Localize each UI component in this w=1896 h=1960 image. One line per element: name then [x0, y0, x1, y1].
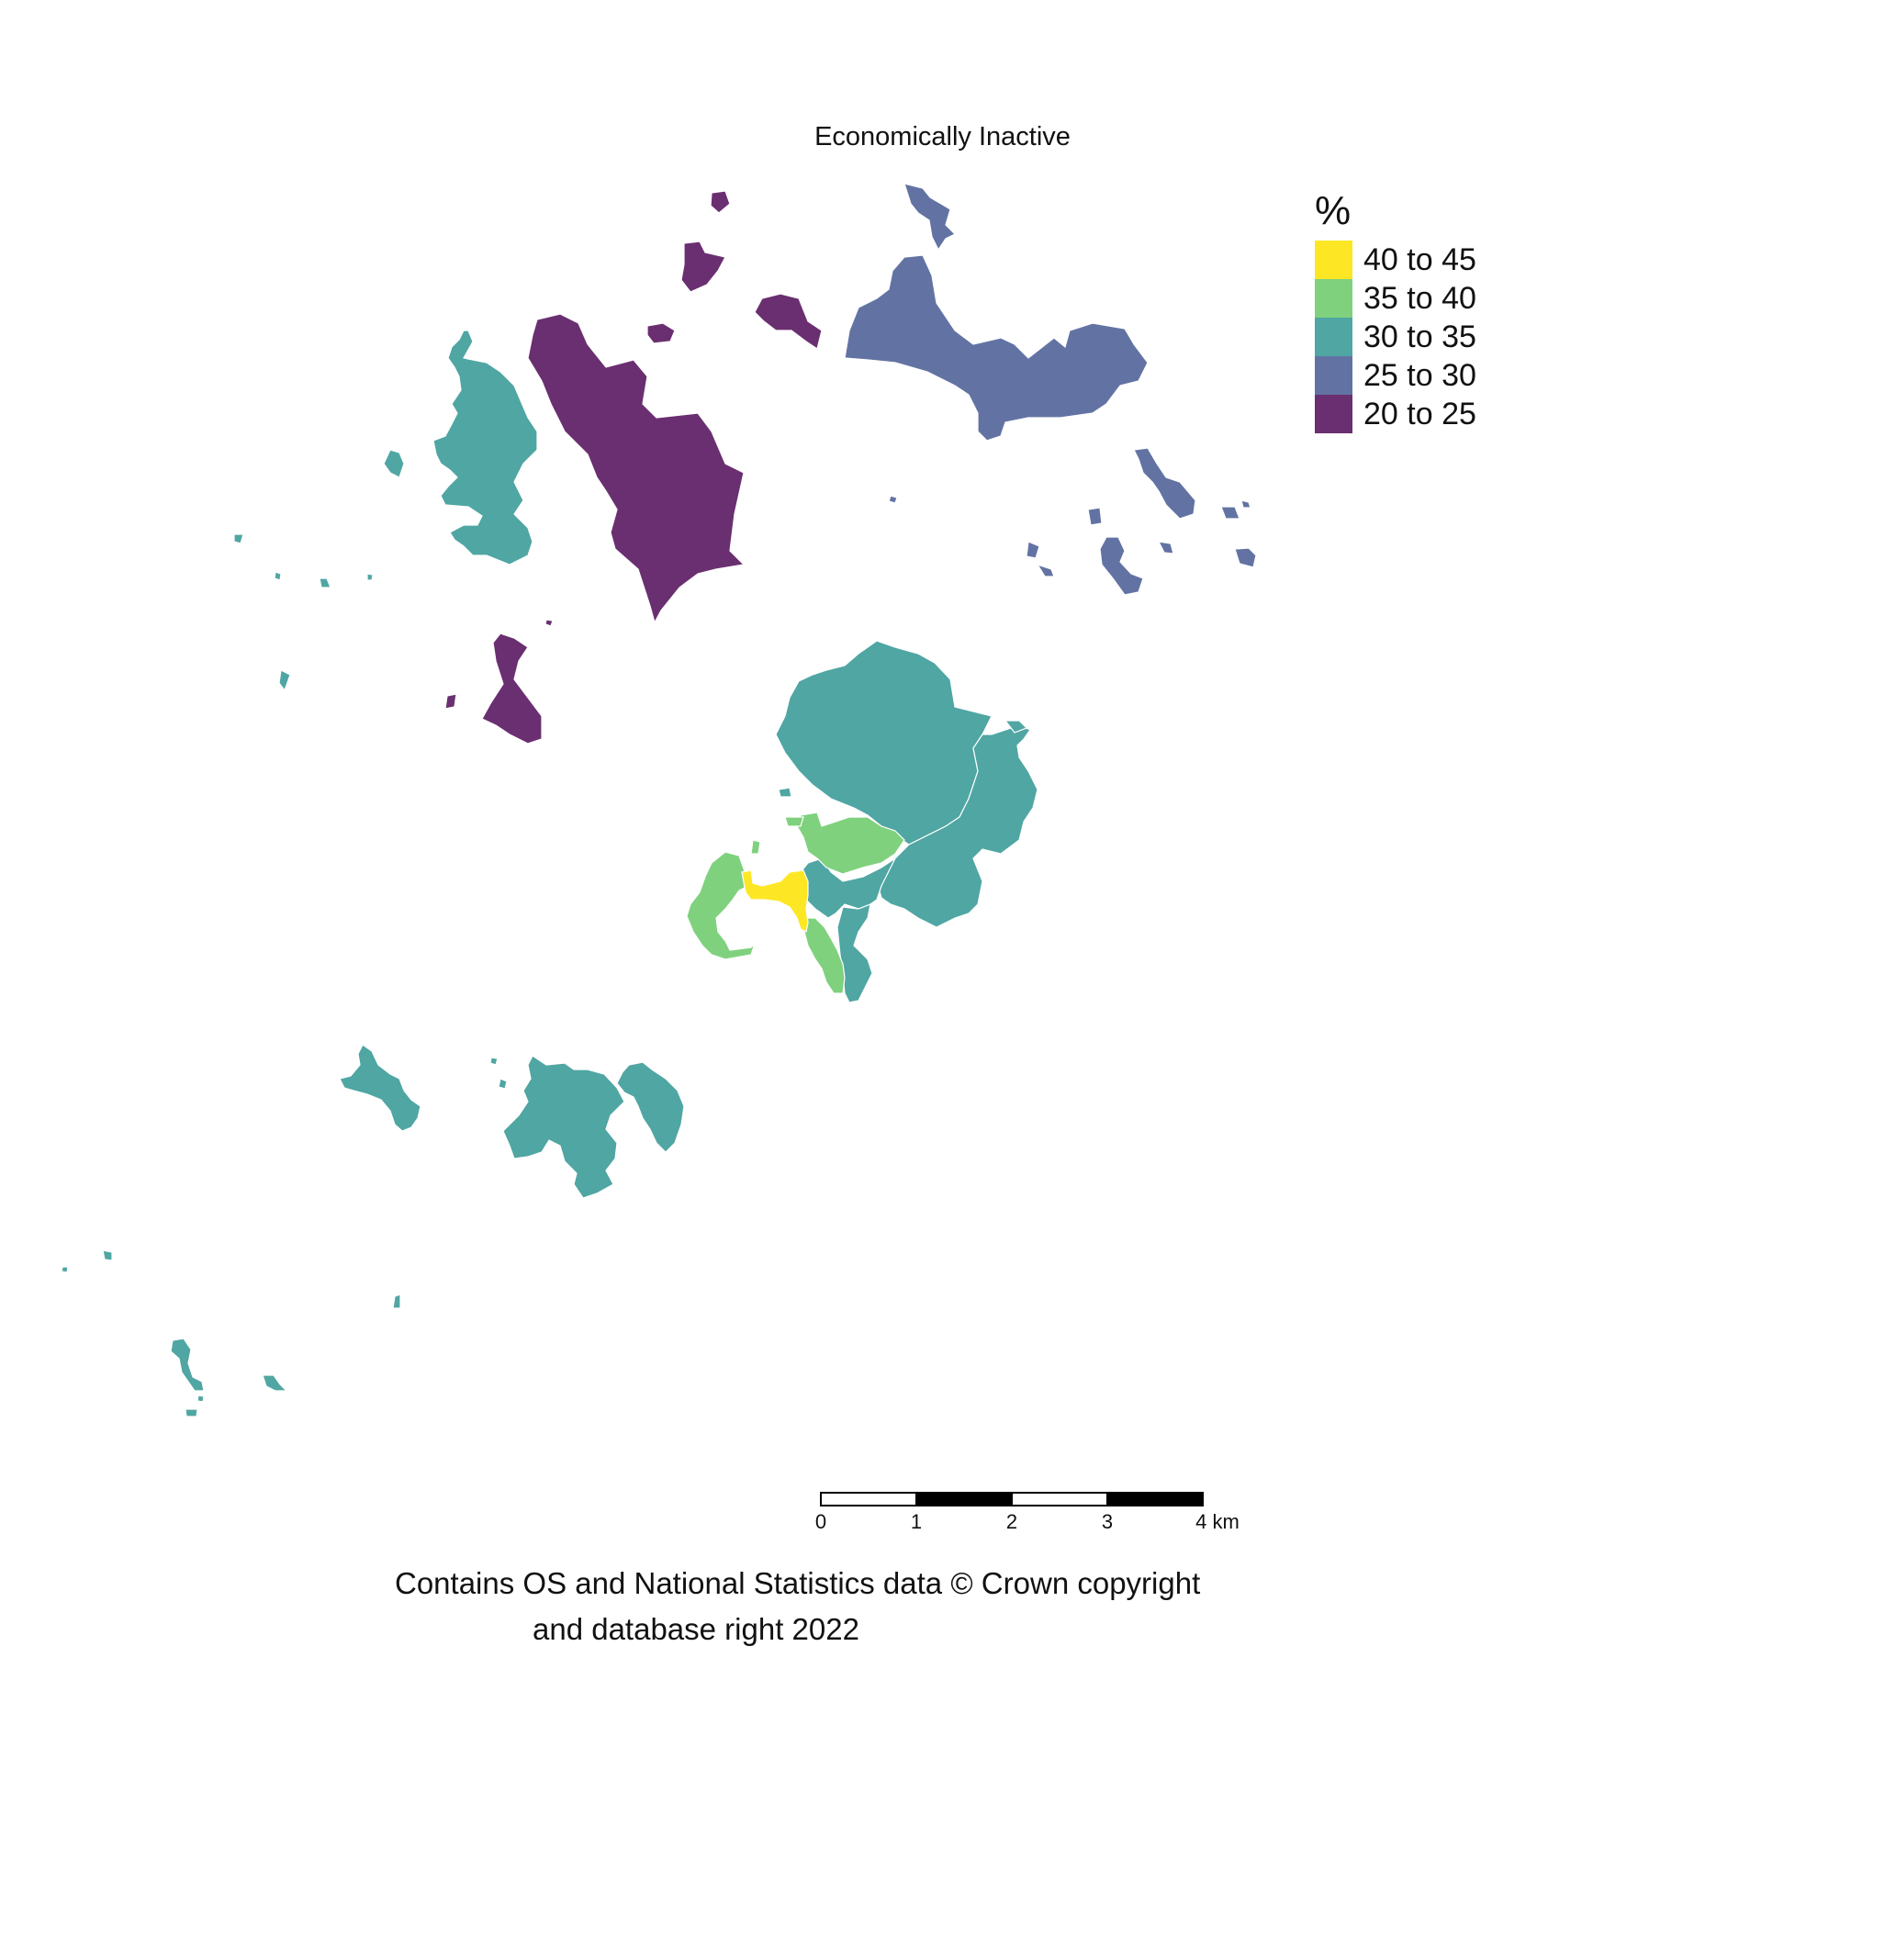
region-northwest-islet	[680, 241, 726, 293]
region-western-rocks-1	[102, 1249, 113, 1261]
region-tresco	[527, 313, 746, 624]
region-porthloo	[803, 917, 846, 994]
region-western-rocks-2	[61, 1266, 69, 1273]
region-eastern-isle-10	[888, 495, 898, 504]
region-bryher-islet-1	[383, 449, 405, 478]
region-st-marys-islet	[1004, 720, 1028, 734]
region-bryher-islet-3	[274, 571, 282, 581]
region-samson-dot	[544, 619, 554, 627]
region-st-marys-islet-2	[778, 787, 792, 798]
scale-tick-label: 1	[910, 1510, 923, 1533]
legend-item: 20 to 25	[1315, 395, 1476, 433]
legend: % 40 to 45 35 to 40 30 to 35 25 to 30 20…	[1315, 191, 1476, 433]
region-st-martins-north	[903, 183, 957, 252]
region-western-rocks-5	[262, 1374, 288, 1392]
region-eastern-isle-2	[1087, 507, 1103, 526]
credit-line-1: Contains OS and National Statistics data…	[395, 1566, 1201, 1600]
map-title: Economically Inactive	[814, 122, 1071, 151]
attribution-credit: Contains OS and National Statistics data…	[395, 1561, 1200, 1652]
region-eastern-isle-8	[1026, 541, 1040, 559]
region-samson	[481, 633, 543, 745]
region-st-martins	[844, 254, 1149, 442]
legend-swatch	[1315, 395, 1352, 433]
regions-25-to-30	[844, 183, 1257, 596]
region-annet-islet-1	[489, 1057, 499, 1066]
scale-tick-label: 0	[814, 1510, 827, 1533]
regions-20-to-25	[444, 190, 823, 745]
legend-item: 40 to 45	[1315, 241, 1476, 279]
region-bryher	[432, 330, 538, 566]
legend-swatch	[1315, 356, 1352, 395]
legend-title: %	[1315, 188, 1352, 233]
region-eastern-isle-7	[1234, 547, 1257, 568]
region-eastern-isle-9	[1036, 563, 1055, 577]
region-western-rocks-6	[185, 1408, 198, 1417]
legend-item: 25 to 30	[1315, 356, 1476, 395]
region-northern-ledge	[754, 293, 823, 350]
region-eastern-isle-6	[1240, 499, 1251, 509]
region-gugh	[616, 1061, 685, 1153]
region-eastern-isle-5	[1220, 506, 1240, 520]
credit-line-2: and database right 2022	[533, 1612, 859, 1646]
legend-label: 30 to 35	[1363, 319, 1476, 354]
region-garrison-islet	[750, 839, 761, 855]
region-garrison	[686, 851, 756, 960]
region-st-agnes	[502, 1055, 625, 1199]
region-north-islet-small	[710, 190, 731, 214]
region-western-rocks-7	[196, 1394, 205, 1403]
region-hugh-town	[741, 869, 809, 933]
region-annet	[339, 1044, 421, 1132]
scale-tick-label: 3	[1101, 1510, 1114, 1533]
region-round-island	[646, 322, 676, 344]
legend-label: 25 to 30	[1363, 358, 1476, 393]
region-eastern-isle-3	[1099, 536, 1144, 596]
region-bryher-islet-4	[319, 577, 331, 588]
legend-swatch	[1315, 318, 1352, 356]
region-bryher-islet-2	[233, 533, 244, 544]
region-old-town	[796, 812, 905, 875]
regions-30-to-35	[61, 330, 1038, 1417]
regions-40-to-45	[741, 869, 809, 933]
region-annet-islet-2	[498, 1078, 508, 1090]
legend-item: 30 to 35	[1315, 318, 1476, 356]
region-eastern-isle-1	[1133, 447, 1196, 520]
region-st-marys-east	[876, 724, 1038, 928]
regions-35-to-40	[686, 812, 905, 994]
region-bryher-islet-6	[278, 669, 291, 692]
legend-swatch	[1315, 279, 1352, 318]
region-western-rocks-3	[392, 1294, 401, 1309]
region-old-town-west	[784, 816, 804, 827]
legend-label: 20 to 25	[1363, 397, 1476, 431]
scale-tick-label: 4 km	[1195, 1510, 1240, 1533]
region-samson-islet	[444, 693, 457, 710]
legend-label: 35 to 40	[1363, 281, 1476, 316]
region-western-rocks-4	[170, 1338, 205, 1392]
scale-bar: 0 1 2 3 4 km	[815, 1492, 1240, 1533]
legend-item: 35 to 40	[1315, 279, 1476, 318]
legend-label: 40 to 45	[1363, 242, 1476, 277]
region-bryher-islet-5	[366, 573, 374, 581]
scale-bar-graphic	[820, 1492, 1204, 1506]
legend-swatch	[1315, 241, 1352, 279]
region-eastern-isle-4	[1157, 541, 1174, 554]
scale-tick-label: 2	[1005, 1510, 1018, 1533]
